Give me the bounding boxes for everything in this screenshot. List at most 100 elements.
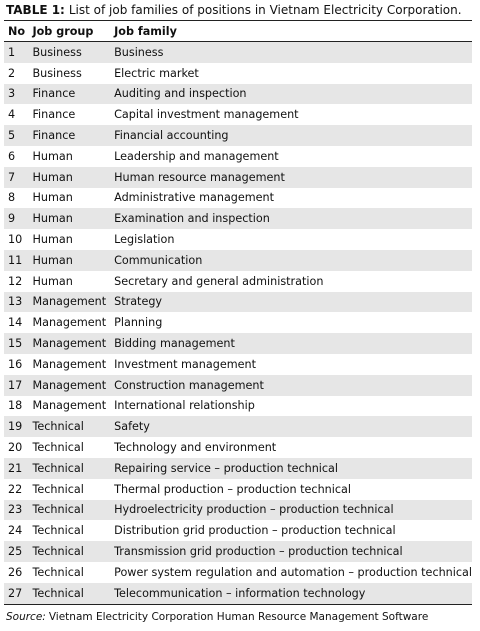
table-cell: Human resource management xyxy=(110,166,472,188)
table-cell: 8 xyxy=(8,191,16,205)
header-cell: Job family xyxy=(110,20,472,42)
source-note: Source: Vietnam Electricity Corporation H… xyxy=(6,611,428,623)
table-row: 24 Technical Distribution grid production … xyxy=(4,520,472,541)
table-cell: Strategy xyxy=(110,291,472,313)
header-row: No Job group Job family xyxy=(4,20,472,42)
source-label: Source: xyxy=(6,611,46,623)
table-cell: 21 xyxy=(4,457,29,479)
table-cell: Financial accounting xyxy=(110,125,472,146)
table-cell: Leadership and management xyxy=(114,149,279,163)
table-cell: Technical xyxy=(32,482,84,496)
table-cell: Human xyxy=(28,208,111,230)
caption-label: TABLE 1: xyxy=(6,3,65,17)
table-cell: Transmission grid production – productio… xyxy=(110,541,472,562)
table-cell: 6 xyxy=(8,149,16,163)
table-cell: Examination and inspection xyxy=(110,208,472,230)
table-cell: 15 xyxy=(4,333,29,354)
table-cell: Finance xyxy=(28,125,111,146)
table-row: 10 Human Legislation xyxy=(4,229,472,250)
table-cell: 4 xyxy=(8,108,16,122)
table-row: 3 Finance Auditing and inspection xyxy=(4,83,472,105)
table-row: 2 Business Electric market xyxy=(4,63,472,84)
caption-text: List of job families of positions in Vie… xyxy=(68,3,462,17)
table-cell: Investment management xyxy=(114,357,256,371)
table-cell: 26 xyxy=(8,565,23,579)
table-cell: Secretary and general administration xyxy=(114,274,324,288)
table-cell: 10 xyxy=(8,233,23,247)
table-row: 21 Technical Repairing service – productio… xyxy=(4,457,472,479)
table-cell: Human xyxy=(32,233,73,247)
table-row: 16 Management Investment management xyxy=(4,354,472,375)
table-cell: 11 xyxy=(4,249,29,271)
table-row: 23 Technical Hydroelectricity production –… xyxy=(4,499,472,521)
table-cell: Safety xyxy=(110,416,472,438)
table-row: 7 Human Human resource management xyxy=(4,166,472,188)
table-cell: Management xyxy=(28,333,111,354)
table-cell: Technical xyxy=(32,524,84,538)
table-header: No Job group Job family xyxy=(4,20,472,42)
table-cell: Planning xyxy=(114,316,163,330)
table-cell: 16 xyxy=(8,357,23,371)
table-cell: Communication xyxy=(110,249,472,271)
table-cell: Human xyxy=(28,166,111,188)
job-table: No Job group Job family 1 Business Busines… xyxy=(4,20,472,605)
table-cell: 17 xyxy=(4,374,29,396)
table-cell: Human xyxy=(32,149,73,163)
table-row: 13 Management Strategy xyxy=(4,291,472,313)
table-cell: Finance xyxy=(32,108,76,122)
table-row: 14 Management Planning xyxy=(4,312,472,333)
table-row: 6 Human Leadership and management xyxy=(4,146,472,167)
table-cell: 18 xyxy=(8,399,23,413)
table-cell: 5 xyxy=(4,125,29,146)
table-cell: Electric market xyxy=(114,66,199,80)
table-cell: Management xyxy=(28,374,111,396)
table-row: 1 Business Business xyxy=(4,41,472,63)
table-cell: Technical xyxy=(28,499,111,521)
table-cell: Legislation xyxy=(114,233,175,247)
table-cell: Technical xyxy=(32,441,84,455)
table-cell: 3 xyxy=(4,83,29,105)
table-cell: Distribution grid production – productio… xyxy=(114,524,396,538)
table-cell: 2 xyxy=(8,66,16,80)
table-cell: Technology and environment xyxy=(114,441,277,455)
table-row: 19 Technical Safety xyxy=(4,416,472,438)
table-row: 12 Human Secretary and general administrat… xyxy=(4,271,472,292)
table-cell: 27 xyxy=(4,582,29,605)
table-cell: Human xyxy=(32,191,73,205)
table-cell: Management xyxy=(28,291,111,313)
table-row: 4 Finance Capital investment management xyxy=(4,104,472,125)
table-row: 15 Management Bidding management xyxy=(4,333,472,354)
table-cell: Administrative management xyxy=(114,191,275,205)
table-row: 18 Management International relationship xyxy=(4,396,472,417)
table-row: 26 Technical Power system regulation and a… xyxy=(4,562,472,583)
table-cell: 9 xyxy=(4,208,29,230)
table-cell: Hydroelectricity production – production… xyxy=(110,499,472,521)
table-cell: 25 xyxy=(4,541,29,562)
table-cell: Technical xyxy=(28,541,111,562)
table-cell: Telecommunication – information technolo… xyxy=(110,582,472,605)
header-cell: Job group xyxy=(28,20,111,42)
table-row: 9 Human Examination and inspection xyxy=(4,208,472,230)
table-cell: Auditing and inspection xyxy=(110,83,472,105)
table-cell: Technical xyxy=(32,565,84,579)
table-cell: 14 xyxy=(8,316,23,330)
table-cell: Construction management xyxy=(110,374,472,396)
table-cell: 7 xyxy=(4,166,29,188)
table-row: 25 Technical Transmission grid production … xyxy=(4,541,472,562)
table-cell: Power system regulation and automation –… xyxy=(114,565,472,579)
table-cell: Human xyxy=(28,249,111,271)
table-cell: Business xyxy=(28,41,111,63)
table-row: 11 Human Communication xyxy=(4,249,472,271)
table-caption: TABLE 1: List of job families of position… xyxy=(6,2,462,18)
table-row: 8 Human Administrative management xyxy=(4,188,472,209)
table-cell: 12 xyxy=(8,274,23,288)
table-cell: Thermal production – production technica… xyxy=(114,482,351,496)
table-row: 17 Management Construction management xyxy=(4,374,472,396)
table-cell: Business xyxy=(110,41,472,63)
table-cell: Management xyxy=(32,316,107,330)
header-cell: No xyxy=(4,20,29,42)
table-cell: Human xyxy=(32,274,73,288)
table-cell: 24 xyxy=(8,524,23,538)
source-text: Vietnam Electricity Corporation Human Re… xyxy=(48,611,429,623)
table-row: 5 Finance Financial accounting xyxy=(4,125,472,146)
